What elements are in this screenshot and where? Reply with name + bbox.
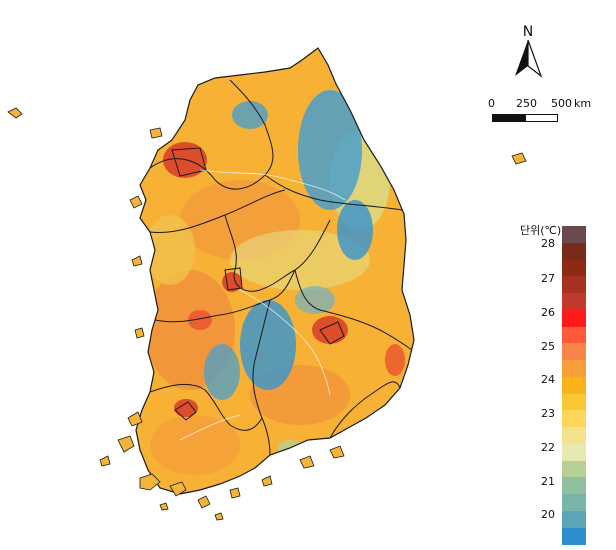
legend-swatch xyxy=(562,494,586,512)
legend-tick-25: 25 xyxy=(541,340,555,353)
legend-swatch xyxy=(562,376,586,394)
legend-title: 단위(℃) xyxy=(520,224,562,237)
legend-tick-26: 26 xyxy=(541,306,555,319)
rivers xyxy=(179,169,346,441)
legend-tick-21: 21 xyxy=(541,475,555,488)
legend-swatch xyxy=(562,410,586,428)
legend-colorbar xyxy=(562,226,586,545)
legend-swatch xyxy=(562,460,586,478)
region-boundaries xyxy=(149,79,413,456)
island-northwest xyxy=(7,107,23,119)
legend-swatch xyxy=(562,343,586,361)
legend-tick-24: 24 xyxy=(541,373,555,386)
legend-swatch xyxy=(562,309,586,327)
legend-swatch xyxy=(562,242,586,260)
north-arrow-icon xyxy=(515,40,543,78)
legend-swatch xyxy=(562,293,586,310)
island-east xyxy=(511,152,527,165)
scale-bar xyxy=(492,114,558,122)
scale-label-250: 250 xyxy=(516,97,537,110)
legend-tick-22: 22 xyxy=(541,441,555,454)
legend-swatch xyxy=(562,443,586,461)
legend-tick-20: 20 xyxy=(541,508,555,521)
legend-swatch xyxy=(562,511,586,528)
scale-label-500: 500 xyxy=(551,97,572,110)
legend-tick-27: 27 xyxy=(541,272,555,285)
legend-swatch xyxy=(562,226,586,243)
legend-swatch xyxy=(562,477,586,495)
scale-label-0: 0 xyxy=(488,97,495,110)
legend-swatch xyxy=(562,427,586,444)
legend-swatch xyxy=(562,326,586,344)
coastal-islands xyxy=(99,127,345,521)
legend-tick-28: 28 xyxy=(541,237,555,250)
legend-swatch xyxy=(562,259,586,277)
north-label: N xyxy=(522,24,534,40)
legend-swatch xyxy=(562,276,586,294)
land-fill xyxy=(118,48,414,496)
scale-unit: km xyxy=(574,97,592,110)
legend-swatch xyxy=(562,360,586,377)
legend-swatch xyxy=(562,393,586,411)
legend-swatch xyxy=(562,527,586,545)
legend-tick-23: 23 xyxy=(541,407,555,420)
